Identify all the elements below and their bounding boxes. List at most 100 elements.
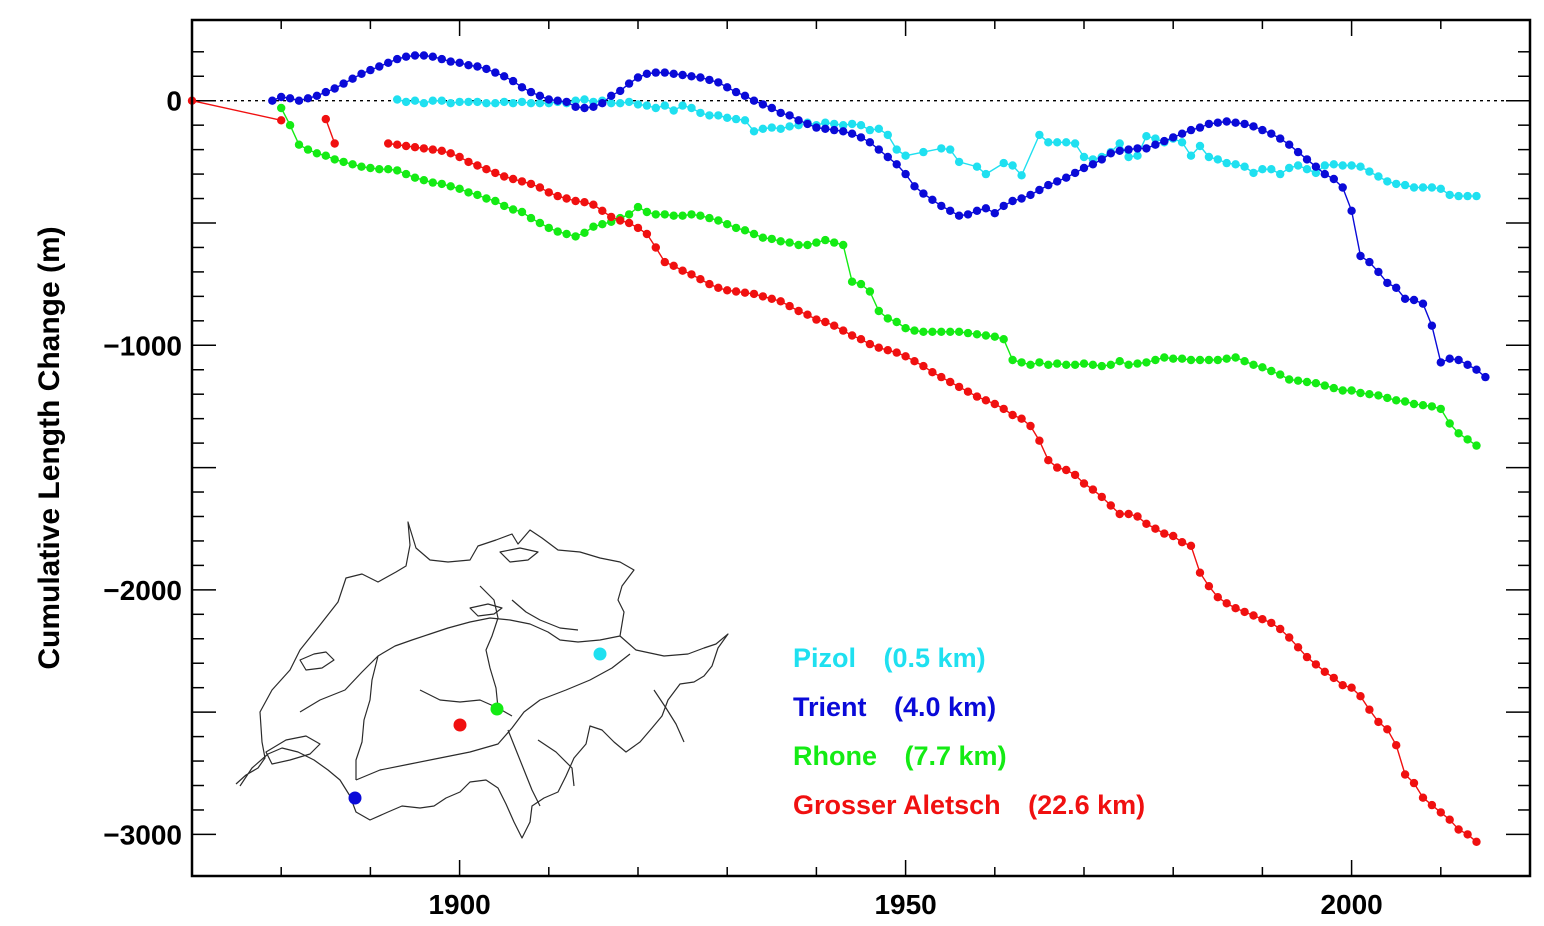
- data-point: [419, 99, 429, 108]
- data-point: [1062, 138, 1071, 147]
- data-point: [687, 270, 696, 279]
- data-point: [1231, 353, 1240, 362]
- data-point: [1070, 139, 1080, 148]
- data-point: [580, 95, 589, 104]
- data-point: [839, 127, 848, 136]
- data-point: [785, 111, 794, 120]
- data-point: [1347, 386, 1356, 395]
- data-point: [1035, 358, 1044, 367]
- data-point: [607, 91, 616, 101]
- data-point: [1320, 169, 1330, 179]
- data-point: [419, 144, 429, 153]
- river-7: [507, 729, 541, 807]
- data-point: [500, 72, 509, 81]
- data-point: [1267, 618, 1276, 628]
- data-point: [678, 266, 687, 275]
- data-point: [1177, 538, 1187, 547]
- data-point: [1026, 360, 1035, 369]
- data-point: [731, 287, 741, 296]
- data-point: [437, 146, 446, 155]
- data-point: [1356, 692, 1365, 701]
- data-point: [1418, 793, 1428, 802]
- data-point: [535, 99, 545, 108]
- data-point: [1427, 183, 1437, 192]
- data-point: [678, 101, 687, 110]
- data-point: [633, 202, 643, 212]
- series-pizol: [393, 95, 1481, 201]
- data-point: [696, 108, 705, 118]
- data-point: [669, 69, 678, 79]
- data-point: [1053, 138, 1062, 147]
- data-point: [1017, 194, 1026, 203]
- data-point: [1213, 593, 1223, 602]
- data-point: [1106, 501, 1116, 510]
- data-point: [812, 123, 821, 132]
- data-point: [749, 127, 759, 136]
- data-point: [1169, 133, 1178, 142]
- data-point: [740, 226, 750, 235]
- data-point: [723, 113, 732, 123]
- data-point: [1044, 360, 1053, 369]
- data-point: [366, 65, 375, 75]
- data-point: [1026, 190, 1035, 200]
- data-point: [616, 216, 625, 225]
- data-point: [277, 116, 286, 125]
- data-point: [1106, 149, 1116, 158]
- data-point: [491, 68, 500, 77]
- legend-name: Trient: [793, 692, 867, 722]
- data-point: [990, 332, 999, 341]
- data-point: [1222, 599, 1231, 608]
- data-point: [821, 118, 830, 127]
- data-point: [1124, 152, 1133, 162]
- data-point: [1070, 470, 1080, 480]
- data-point: [723, 220, 732, 229]
- data-point: [1383, 393, 1392, 403]
- data-point: [1329, 383, 1339, 393]
- data-point: [731, 114, 741, 124]
- data-point: [437, 96, 446, 105]
- data-point: [1427, 402, 1437, 411]
- data-point: [660, 101, 669, 110]
- data-point: [491, 99, 500, 108]
- data-point: [803, 240, 812, 250]
- data-point: [624, 218, 634, 228]
- data-point: [758, 233, 768, 242]
- data-point: [972, 162, 982, 171]
- data-point: [393, 166, 402, 175]
- data-point: [1454, 429, 1463, 438]
- legend-size: (22.6 km): [1028, 790, 1145, 820]
- data-point: [571, 232, 580, 241]
- data-point: [740, 288, 750, 297]
- x-tick-label: 1900: [428, 889, 490, 920]
- data-point: [642, 101, 652, 110]
- lake-1: [299, 651, 335, 671]
- data-point: [1195, 568, 1205, 577]
- river-9: [653, 689, 685, 743]
- map-markers: [348, 647, 607, 805]
- data-point: [999, 335, 1008, 344]
- data-point: [1213, 118, 1223, 127]
- data-point: [384, 139, 393, 148]
- legend: Pizol (0.5 km) Trient (4.0 km) Rhone (7.…: [793, 643, 1145, 820]
- legend-entry-pizol: Pizol (0.5 km): [793, 643, 986, 673]
- data-point: [1338, 386, 1347, 395]
- data-point: [544, 95, 553, 104]
- data-point: [919, 147, 928, 157]
- data-point: [839, 326, 848, 335]
- data-point: [794, 116, 803, 125]
- data-point: [589, 102, 598, 112]
- data-point: [1258, 125, 1267, 135]
- data-point: [1053, 177, 1062, 186]
- data-point: [321, 87, 330, 97]
- series-line: [325, 118, 336, 144]
- data-point: [277, 103, 286, 113]
- data-point: [1445, 419, 1454, 428]
- data-point: [749, 289, 759, 299]
- data-point: [482, 194, 491, 203]
- data-point: [339, 157, 348, 167]
- data-point: [294, 96, 304, 105]
- x-tick-label: 1950: [874, 889, 936, 920]
- data-point: [580, 198, 589, 207]
- data-point: [1222, 117, 1231, 126]
- data-point: [892, 160, 901, 169]
